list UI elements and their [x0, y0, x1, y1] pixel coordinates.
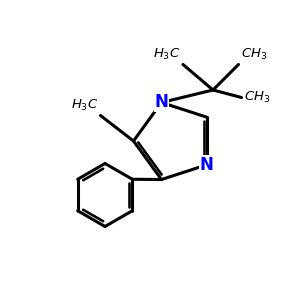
- Text: N: N: [154, 94, 168, 112]
- Text: $CH_3$: $CH_3$: [241, 47, 267, 62]
- Text: $H_3C$: $H_3C$: [71, 98, 98, 113]
- Text: $H_3C$: $H_3C$: [153, 47, 181, 62]
- Text: $CH_3$: $CH_3$: [244, 90, 270, 105]
- Text: N: N: [200, 156, 214, 174]
